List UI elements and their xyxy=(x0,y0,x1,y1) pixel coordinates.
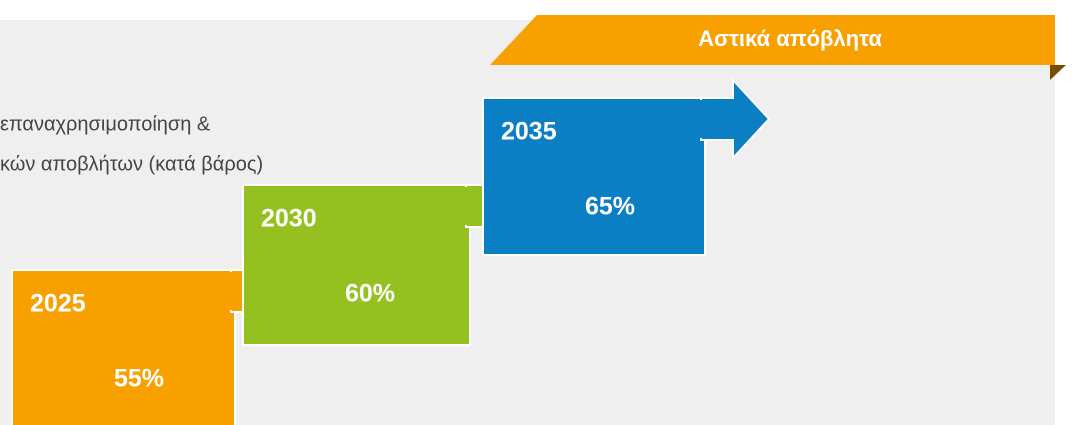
step-year: 2030 xyxy=(261,205,317,233)
step-value: 55% xyxy=(114,365,164,393)
step-value: 60% xyxy=(345,280,395,308)
step-year: 2035 xyxy=(501,118,557,146)
step-box xyxy=(242,184,471,346)
arrow-join xyxy=(229,272,237,310)
banner-shape xyxy=(490,15,1055,65)
description-line: κών αποβλήτων (κατά βάρος) xyxy=(0,153,263,175)
steps: 2025 55% 2030 60% 2035 65% xyxy=(11,77,771,425)
step-year: 2025 xyxy=(30,290,86,318)
arrow-join xyxy=(464,187,472,225)
arrow-join xyxy=(699,100,707,138)
banner-fold xyxy=(1050,65,1066,80)
step-arrow xyxy=(700,77,771,161)
step-box xyxy=(482,97,706,256)
step-value: 65% xyxy=(585,193,635,221)
banner-text: Αστικά απόβλητα xyxy=(698,26,882,51)
description-line: επαναχρησιμοποίηση & xyxy=(0,113,211,135)
step-box xyxy=(11,269,236,425)
